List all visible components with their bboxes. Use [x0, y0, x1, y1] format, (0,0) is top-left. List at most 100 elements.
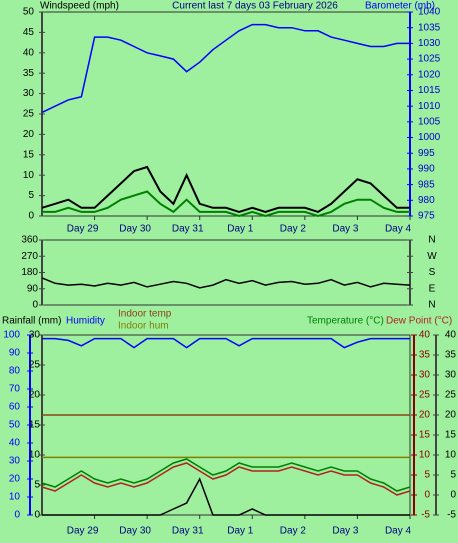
y-tick-label: 0: [14, 510, 20, 521]
legend-label: Rainfall (mm): [2, 316, 61, 327]
y-tick-label: 30: [29, 330, 41, 341]
y-tick-label: 35: [419, 350, 431, 361]
x-tick-label: Day 31: [172, 224, 204, 235]
legend-label: Indoor hum: [118, 321, 169, 332]
y-tick-label: 30: [445, 370, 457, 381]
y-tick-label: 45: [23, 27, 35, 38]
x-tick-label: Day 3: [332, 224, 359, 235]
y-tick-label: -5: [421, 510, 430, 521]
series-line: [42, 337, 410, 349]
y-tick-label: 360: [21, 235, 38, 246]
y-tick-label: 1010: [418, 101, 441, 112]
y-tick-label: S: [429, 267, 436, 278]
x-tick-label: Day 2: [280, 526, 307, 537]
y-tick-label: 50: [9, 420, 21, 431]
y-tick-label: 40: [419, 330, 431, 341]
y-tick-label: 1025: [418, 54, 441, 65]
y-tick-label: 180: [21, 267, 38, 278]
y-tick-label: 15: [445, 430, 457, 441]
y-tick-label: 30: [419, 370, 431, 381]
series-line: [41, 462, 411, 496]
y-tick-label: 1015: [418, 85, 441, 96]
x-tick-label: Day 30: [119, 224, 151, 235]
plot-area: [41, 334, 411, 516]
y-tick-label: 270: [21, 251, 38, 262]
y-tick-label: 15: [419, 430, 431, 441]
x-tick-label: Day 31: [172, 526, 204, 537]
legend-label: Dew Point (°C): [386, 316, 452, 327]
y-tick-label: 15: [23, 149, 35, 160]
plot-area: [41, 11, 411, 217]
y-tick-label: 25: [419, 390, 431, 401]
y-tick-label: 10: [9, 492, 21, 503]
y-tick-label: 985: [418, 179, 435, 190]
y-tick-label: 90: [27, 283, 39, 294]
x-tick-label: Day 1: [227, 224, 254, 235]
y-tick-label: 0: [450, 490, 456, 501]
y-tick-label: 1005: [418, 116, 441, 127]
y-tick-label: 1000: [418, 132, 441, 143]
legend-label: Temperature (°C): [307, 316, 384, 327]
y-tick-label: 0: [34, 510, 40, 521]
y-tick-label: 980: [418, 195, 435, 206]
y-tick-label: 5: [28, 190, 34, 201]
y-tick-label: 1040: [418, 7, 441, 18]
y-tick-label: 0: [424, 490, 430, 501]
y-tick-label: 995: [418, 148, 435, 159]
y-tick-label: 20: [29, 390, 41, 401]
y-tick-label: 40: [445, 330, 457, 341]
y-tick-label: 0: [32, 300, 38, 311]
x-tick-label: Day 2: [280, 224, 307, 235]
y-tick-label: 25: [23, 109, 35, 120]
y-tick-label: 0: [28, 211, 34, 222]
y-tick-label: 5: [424, 470, 430, 481]
y-tick-label: 20: [419, 410, 431, 421]
y-tick-label: 40: [23, 47, 35, 58]
y-tick-label: N: [428, 235, 435, 246]
y-tick-label: 25: [445, 390, 457, 401]
y-tick-label: 10: [445, 450, 457, 461]
legend-label: Barometer (mb): [365, 1, 435, 12]
y-tick-label: 990: [418, 164, 435, 175]
y-tick-label: W: [427, 251, 437, 262]
y-tick-label: 100: [3, 330, 20, 341]
y-tick-label: 35: [23, 68, 35, 79]
series-line: [41, 23, 410, 114]
y-tick-label: 30: [23, 88, 35, 99]
chart-title: Current last 7 days 03 February 2026: [172, 1, 338, 12]
y-tick-label: 10: [23, 170, 35, 181]
series-line: [41, 458, 411, 492]
legend-label: Humidity: [66, 316, 105, 327]
y-tick-label: 1030: [418, 38, 441, 49]
y-tick-label: 25: [29, 360, 41, 371]
y-tick-label: 1020: [418, 69, 441, 80]
series-line: [41, 165, 410, 213]
y-tick-label: 20: [23, 129, 35, 140]
x-tick-label: Day 29: [67, 526, 99, 537]
legend-label: Windspeed (mph): [40, 1, 119, 12]
y-tick-label: 30: [9, 456, 21, 467]
y-tick-label: -5: [447, 510, 456, 521]
y-tick-label: 40: [9, 438, 21, 449]
series-line: [42, 190, 410, 218]
y-tick-label: 5: [450, 470, 456, 481]
x-tick-label: Day 29: [67, 224, 99, 235]
y-tick-label: N: [428, 300, 435, 311]
y-tick-label: 1035: [418, 22, 441, 33]
y-tick-label: 15: [29, 420, 41, 431]
y-tick-label: 50: [23, 7, 35, 18]
y-tick-label: 10: [29, 450, 41, 461]
y-tick-label: 20: [9, 474, 21, 485]
x-tick-label: Day 30: [119, 526, 151, 537]
x-tick-label: Day 1: [227, 526, 254, 537]
series-line: [42, 477, 410, 516]
plot-area: [41, 239, 411, 306]
x-tick-label: Day 4: [385, 224, 412, 235]
y-tick-label: 10: [419, 450, 431, 461]
y-tick-label: 35: [445, 350, 457, 361]
x-tick-label: Day 3: [332, 526, 359, 537]
y-tick-label: 975: [418, 211, 435, 222]
y-tick-label: 70: [9, 384, 21, 395]
y-tick-label: 5: [34, 480, 40, 491]
